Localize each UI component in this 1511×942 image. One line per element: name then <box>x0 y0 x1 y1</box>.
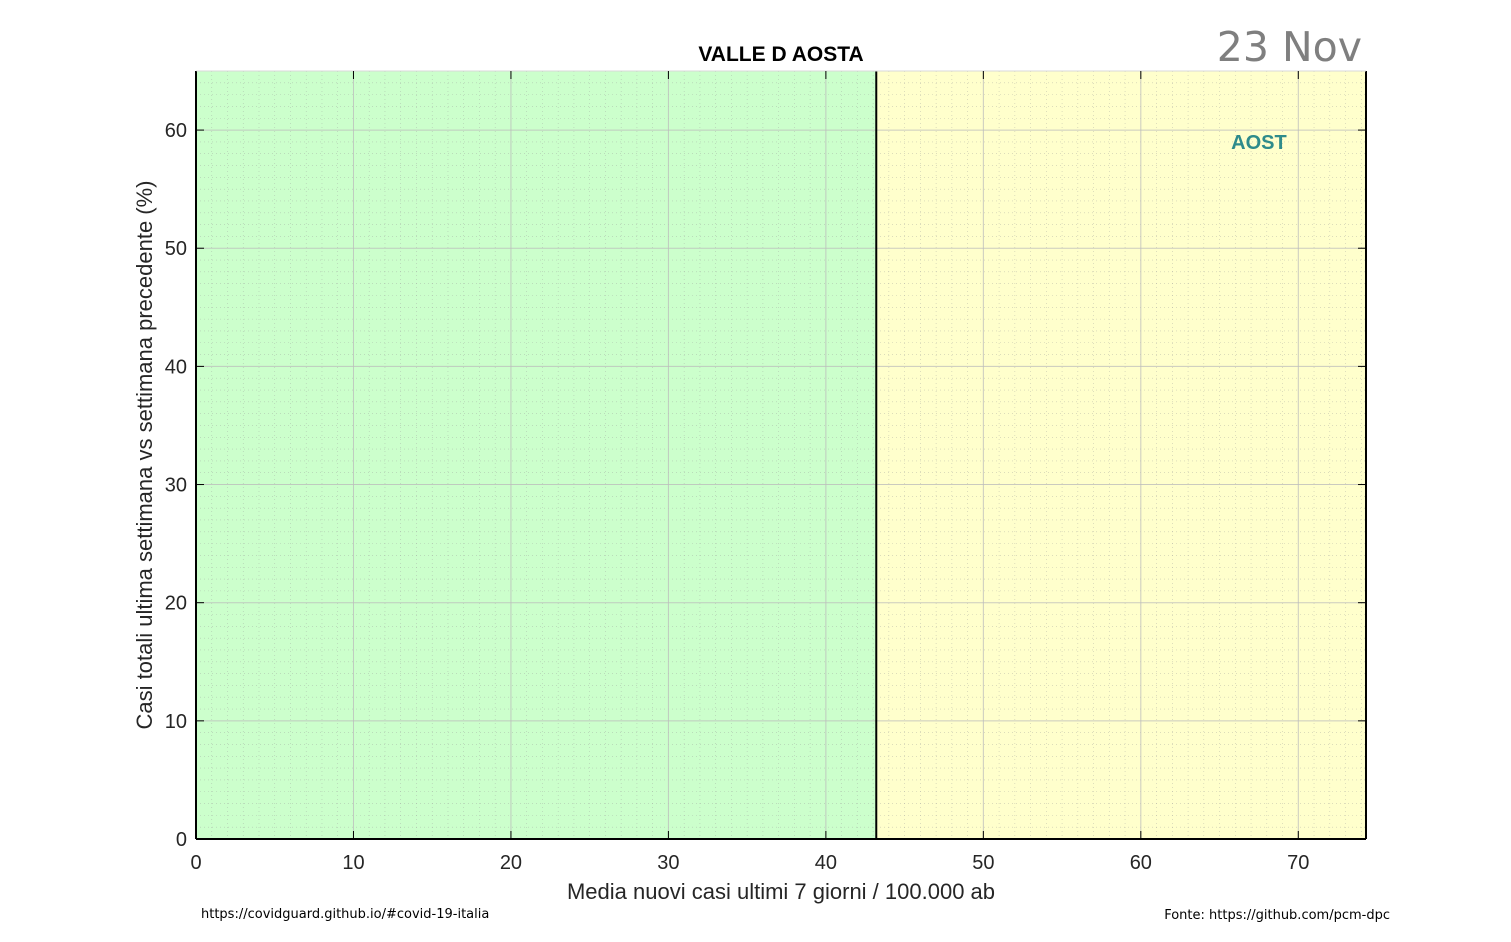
x-tick-label: 20 <box>500 852 522 874</box>
x-tick-label: 50 <box>972 852 994 874</box>
x-tick-label: 30 <box>657 852 679 874</box>
y-tick-label: 40 <box>165 356 187 378</box>
x-tick-label: 0 <box>190 852 201 874</box>
chart-title: VALLE D AOSTA <box>698 43 863 66</box>
x-tick-label: 60 <box>1130 852 1152 874</box>
x-tick-label: 70 <box>1287 852 1309 874</box>
point-label-aost: AOST <box>1231 132 1287 154</box>
y-tick-label: 20 <box>165 593 187 615</box>
x-tick-labels: 0 10 20 30 40 50 60 70 <box>190 852 1309 874</box>
risk-zones <box>196 71 1366 839</box>
zone-green <box>196 71 877 839</box>
y-tick-label: 0 <box>176 829 187 851</box>
axes <box>195 70 1367 840</box>
y-tick-label: 10 <box>165 711 187 733</box>
zone-yellow <box>876 71 1366 839</box>
x-axis-title: Media nuovi casi ultimi 7 giorni / 100.0… <box>567 879 995 904</box>
x-tick-label: 40 <box>815 852 837 874</box>
y-axis-title: Casi totali ultima settimana vs settiman… <box>132 180 157 729</box>
footer-data-source: Fonte: https://github.com/pcm-dpc <box>1164 908 1390 923</box>
y-tick-label: 50 <box>165 238 187 260</box>
data-points: AOST <box>1231 132 1287 154</box>
minor-grid <box>196 71 1366 839</box>
x-tick-label: 10 <box>342 852 364 874</box>
footer-source-link: https://covidguard.github.io/#covid-19-i… <box>201 907 489 922</box>
y-tick-label: 30 <box>165 475 187 497</box>
date-label: 23 Nov <box>1217 23 1362 71</box>
y-tick-labels: 0 10 20 30 40 50 60 <box>165 120 187 851</box>
y-tick-label: 60 <box>165 120 187 142</box>
